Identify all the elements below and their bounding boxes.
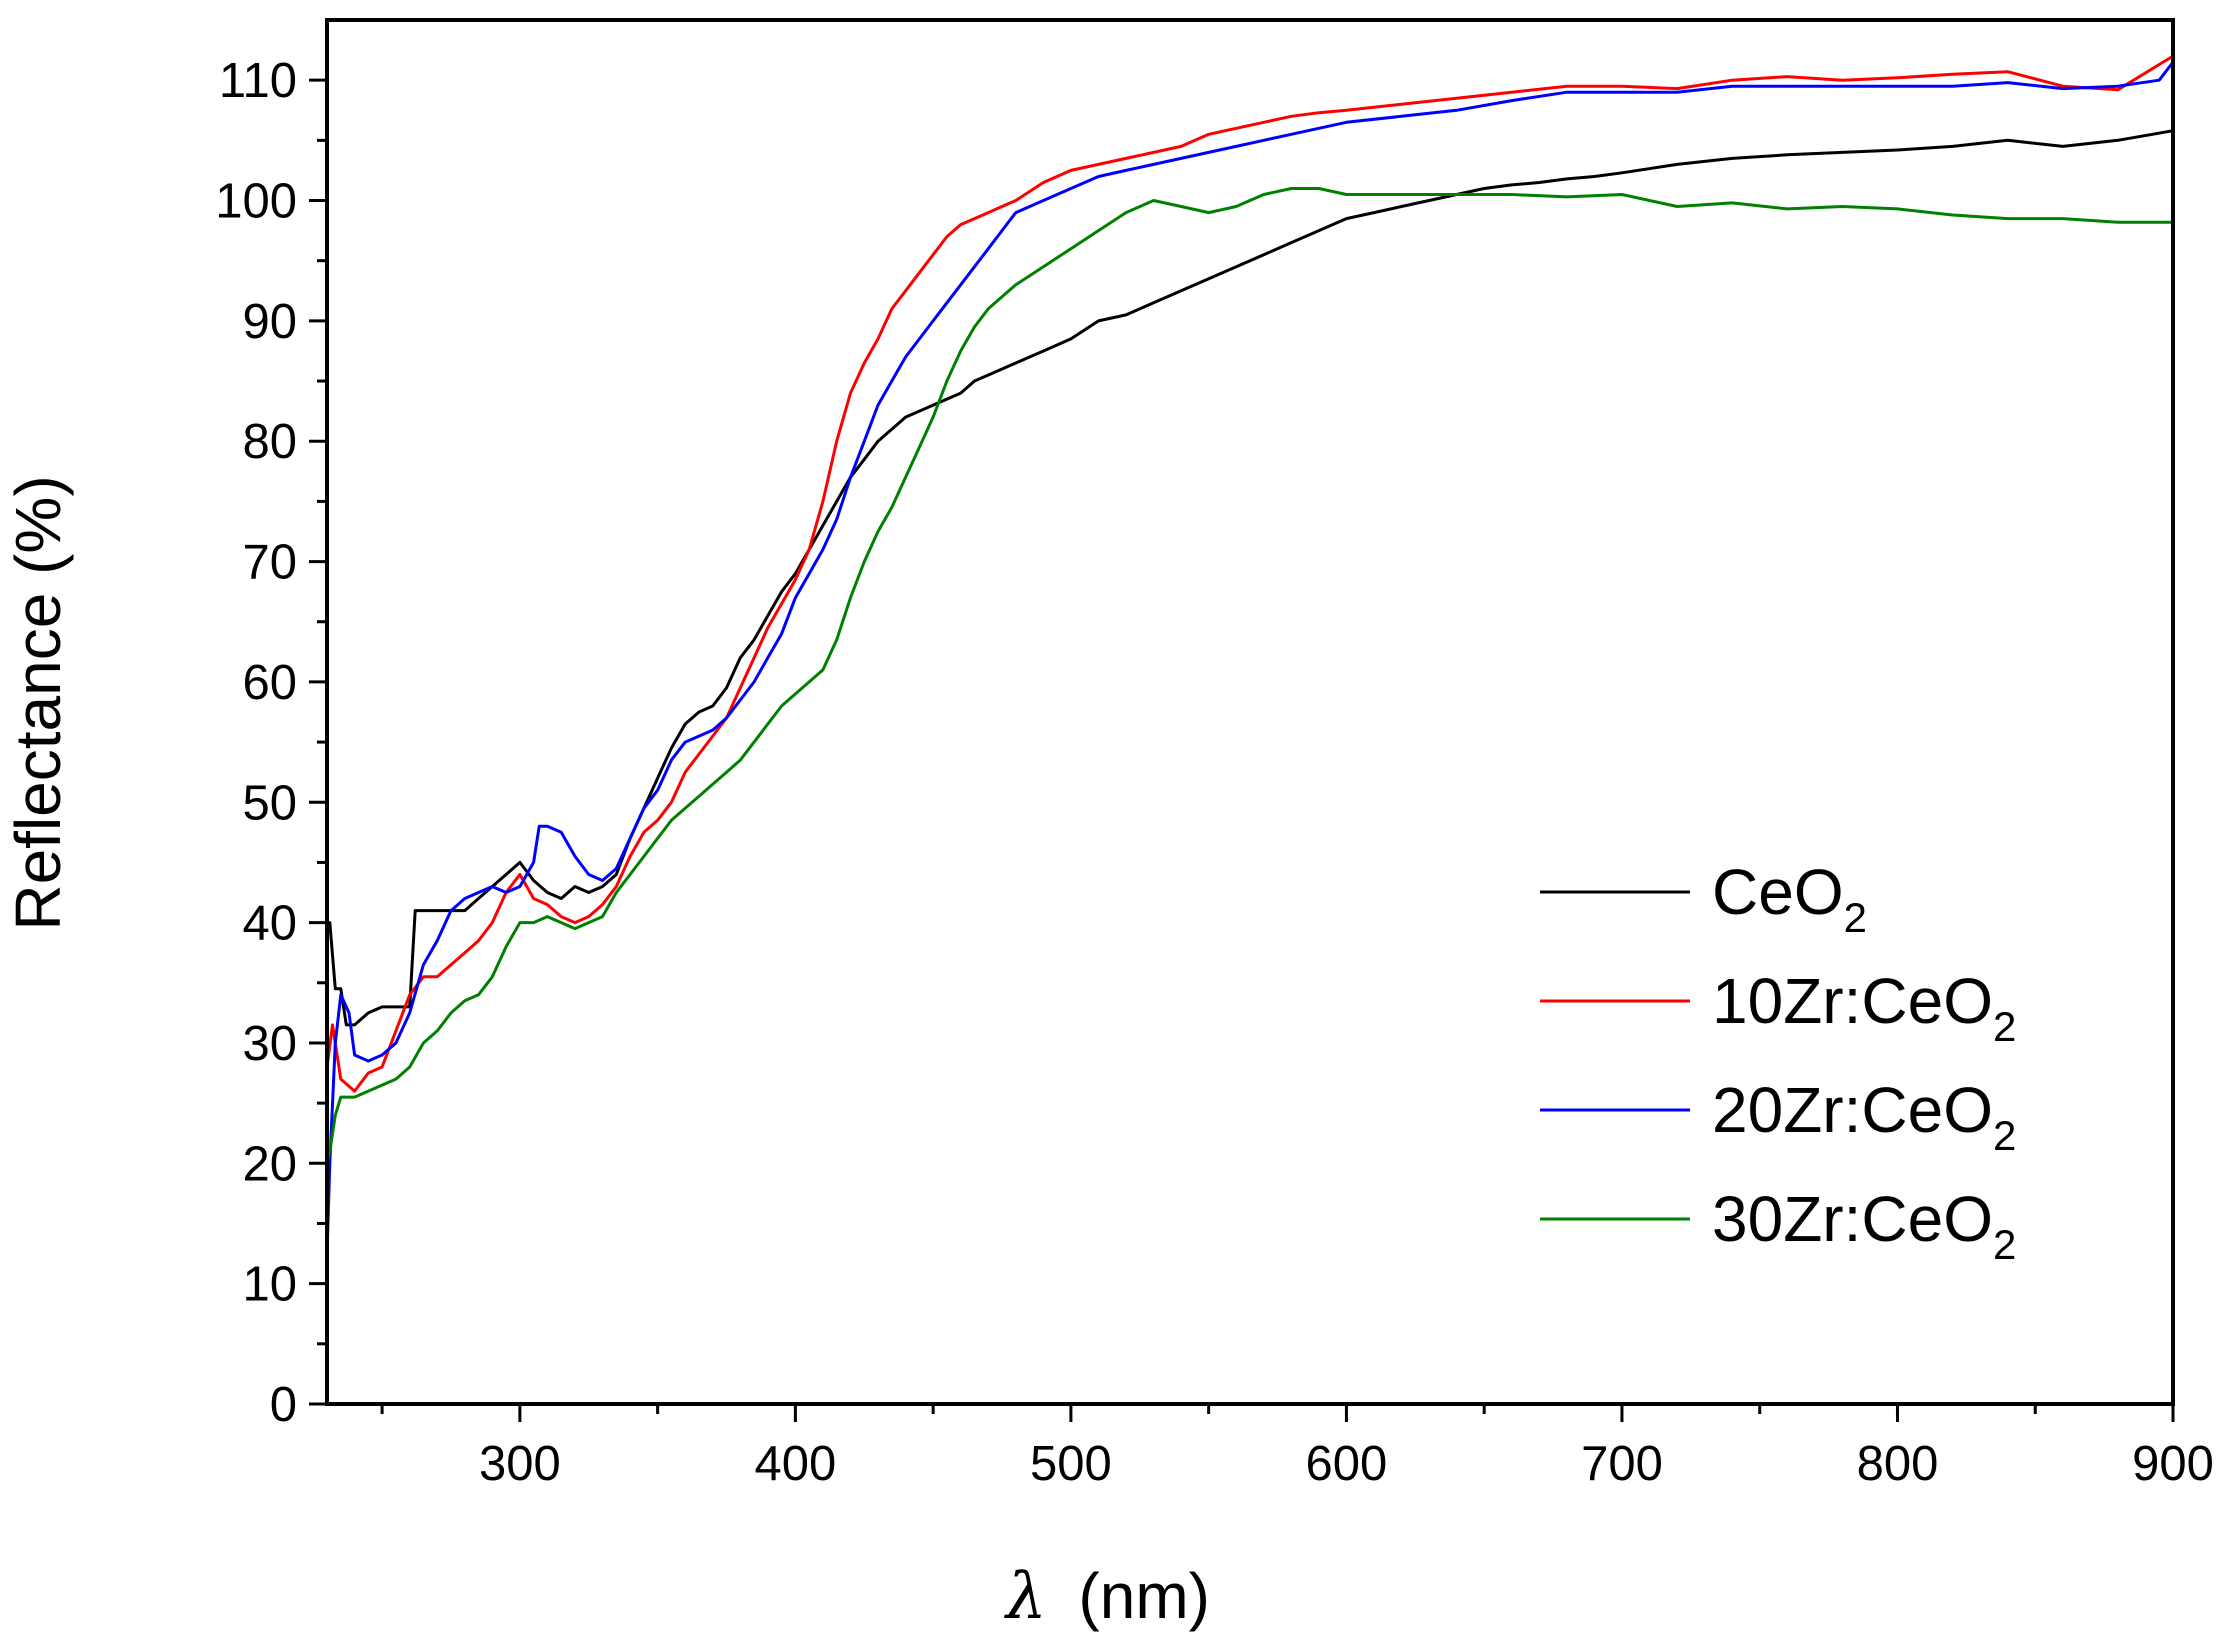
y-tick-label: 30 [242, 1017, 297, 1071]
y-tick-label: 10 [242, 1258, 297, 1312]
series-line-3 [325, 61, 2175, 1254]
x-tick-label: 400 [755, 1437, 837, 1491]
plot-frame [325, 18, 2175, 1406]
legend-label-4: 30Zr:CeO2 [1712, 1183, 2016, 1268]
legend-label-3: 20Zr:CeO2 [1712, 1074, 2016, 1159]
y-tick-label: 50 [242, 776, 297, 830]
y-tick-label: 80 [242, 415, 297, 469]
x-tick-label: 900 [2132, 1437, 2214, 1491]
x-axis-symbol: λ [1003, 1560, 1047, 1634]
y-tick-label: 0 [270, 1378, 297, 1432]
series-group [325, 54, 2175, 1254]
x-axis-title: λ (nm) [1003, 1560, 1210, 1634]
x-tick-label: 800 [1857, 1437, 1939, 1491]
x-tick-label: 600 [1306, 1437, 1388, 1491]
y-tick-label: 60 [242, 656, 297, 710]
axes-group: 0 10 20 30 40 50 60 70 80 90 100 110 300 400 500 600 700… [215, 18, 2214, 1491]
legend: CeO2 10Zr:CeO2 20Zr:CeO2 30Zr:CeO2 [1540, 856, 2016, 1268]
y-tick-label: 70 [242, 536, 297, 590]
x-tick-label: 500 [1030, 1437, 1112, 1491]
y-tick-label: 110 [219, 54, 297, 108]
y-tick-label: 90 [242, 295, 297, 349]
legend-label-2: 10Zr:CeO2 [1712, 965, 2016, 1050]
y-tick-label: 100 [215, 175, 297, 229]
x-tick-label: 300 [479, 1437, 561, 1491]
y-tick-label: 40 [242, 897, 297, 951]
x-axis-unit: (nm) [1078, 1560, 1210, 1632]
series-line-1 [327, 129, 2174, 1027]
legend-label-1: CeO2 [1712, 856, 1867, 941]
y-axis-title: Reflectance (%) [2, 475, 74, 930]
y-tick-label: 20 [242, 1137, 297, 1191]
series-line-2 [325, 54, 2174, 1093]
x-tick-label: 700 [1581, 1437, 1663, 1491]
series-line-4 [325, 187, 2173, 1164]
